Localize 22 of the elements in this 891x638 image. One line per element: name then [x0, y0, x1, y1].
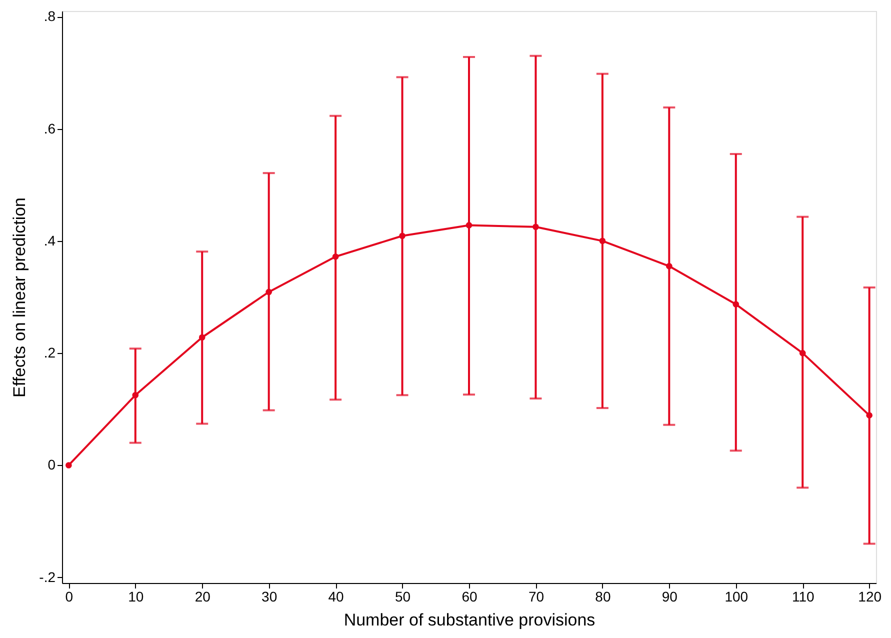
y-tick-label: .6	[44, 120, 56, 136]
point	[66, 462, 72, 468]
x-tick-label: 0	[65, 588, 74, 604]
y-tick-label: .8	[44, 8, 56, 24]
x-tick-label: 90	[662, 588, 678, 604]
x-tick-label: 80	[595, 588, 611, 604]
x-tick-label: 100	[724, 588, 748, 604]
x-tick-label: 10	[128, 588, 144, 604]
x-tick-label: 30	[262, 588, 278, 604]
y-tick-label: .2	[44, 344, 56, 361]
x-tick-label: 110	[792, 588, 814, 604]
x-tick-label: 40	[328, 588, 344, 604]
y-tick-label: .4	[44, 232, 56, 248]
x-tick-label: 60	[462, 588, 478, 604]
y-axis-title: Effects on linear prediction	[10, 197, 30, 398]
x-tick-label: 70	[528, 588, 544, 604]
x-tick-label: 20	[194, 588, 211, 604]
y-tick-label: -.2	[39, 568, 56, 585]
x-axis-title: Number of substantive provisions	[344, 610, 596, 630]
y-tick-label: 0	[48, 456, 56, 473]
x-tick-label: 50	[394, 588, 411, 604]
x-tick-label: 120	[858, 588, 882, 604]
